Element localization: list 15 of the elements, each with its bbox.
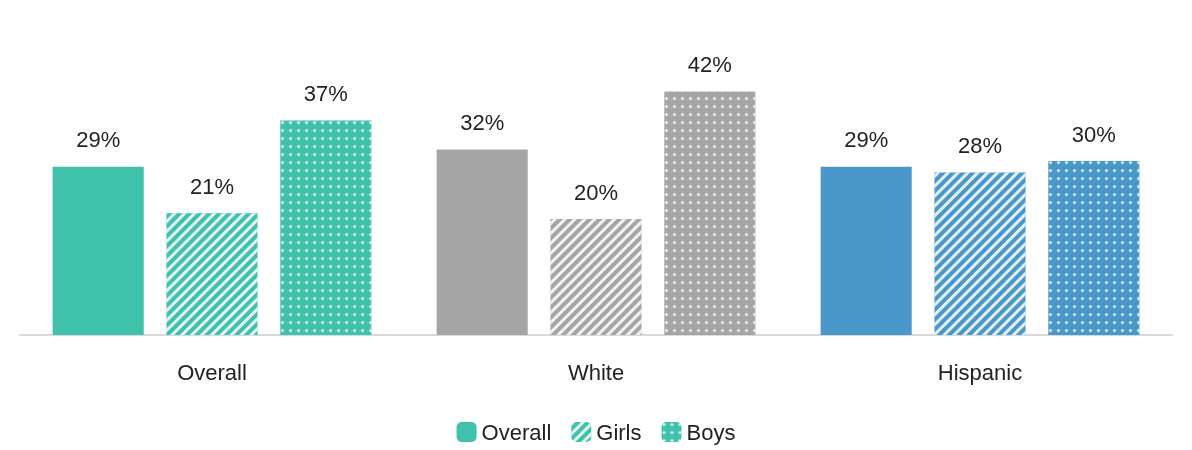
data-label: 32% bbox=[460, 109, 505, 135]
x-tick-label: Overall bbox=[177, 359, 247, 385]
x-tick-label: White bbox=[567, 359, 625, 385]
data-label: 20% bbox=[573, 179, 619, 205]
data-label: 21% bbox=[189, 173, 235, 199]
data-label: 37% bbox=[303, 80, 348, 106]
data-label: 28% bbox=[957, 133, 1003, 159]
x-tick-label: Hispanic bbox=[937, 359, 1023, 385]
data-label: 29% bbox=[844, 127, 889, 153]
data-label: 29% bbox=[76, 127, 121, 153]
legend-label: Girls bbox=[596, 419, 642, 445]
data-label: 30% bbox=[1071, 121, 1116, 147]
data-label: 42% bbox=[687, 51, 732, 77]
legend-label: Boys bbox=[686, 419, 736, 445]
legend-label: Overall bbox=[481, 419, 552, 445]
